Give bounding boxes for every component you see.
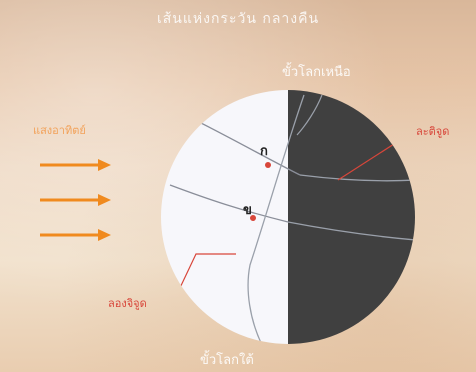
longitude-lines (247, 94, 323, 344)
arrow-right-icon (40, 194, 111, 206)
point-b-marker: ข (243, 203, 256, 221)
latitude-label: ลองจิจูด (108, 297, 147, 310)
point-a-label: ก (260, 144, 268, 159)
point-b-label: ข (243, 203, 252, 218)
longitude-label: ละติจูด (416, 125, 450, 138)
night-side (288, 90, 415, 344)
point-a-dot (265, 162, 271, 168)
day-side (161, 90, 288, 344)
latitude-lines (169, 119, 415, 241)
arrow-right-icon (40, 229, 111, 241)
sun-ray-arrows (40, 159, 111, 241)
latitude-leader-line (177, 253, 236, 293)
north-pole-label: ขั้วโลกเหนือ (282, 65, 351, 80)
point-b-dot (250, 215, 256, 221)
arrow-right-icon (40, 159, 111, 171)
point-a-marker: ก (260, 144, 271, 168)
globe-icon (161, 90, 415, 344)
south-pole-label: ขั้วโลกใต้ (200, 353, 254, 368)
diagram-title: เส้นแห่งกระวัน กลางคืน (156, 11, 320, 27)
sunlight-label: แสงอาทิตย์ (33, 124, 86, 137)
